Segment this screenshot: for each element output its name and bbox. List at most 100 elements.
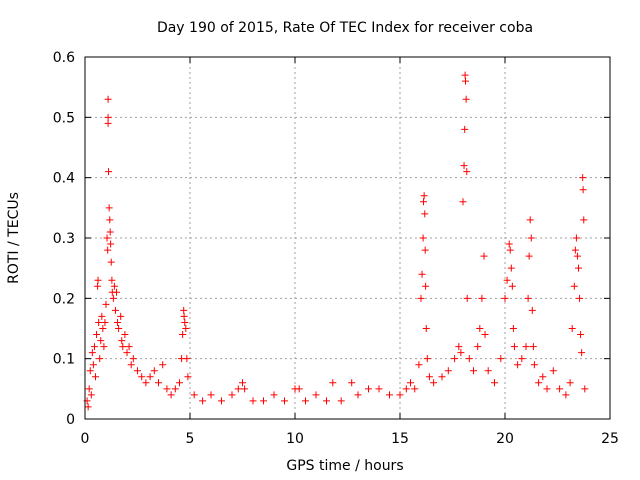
data-point (96, 355, 104, 363)
data-point (86, 367, 94, 375)
data-point (239, 379, 246, 387)
data-points (83, 71, 589, 411)
data-point (119, 343, 127, 351)
data-point (337, 397, 345, 405)
data-point (461, 125, 469, 133)
data-point (402, 385, 410, 393)
data-point (183, 355, 191, 363)
data-point (105, 168, 113, 176)
data-point (386, 391, 393, 399)
data-point (420, 198, 428, 206)
data-point (121, 331, 129, 339)
x-tick-label: 25 (601, 431, 619, 447)
data-point (302, 397, 309, 405)
data-point (125, 343, 133, 351)
data-point (93, 331, 101, 339)
data-point (104, 113, 112, 121)
x-tick-label: 15 (391, 431, 409, 447)
data-point (460, 162, 468, 170)
data-point (87, 391, 95, 399)
data-point (127, 361, 135, 369)
data-point (142, 379, 150, 387)
data-point (159, 361, 167, 369)
data-point (103, 234, 111, 242)
data-point (562, 391, 570, 399)
data-point (430, 379, 438, 387)
data-point (535, 379, 543, 387)
data-point (417, 294, 425, 302)
data-point (89, 361, 97, 369)
data-point (107, 240, 115, 248)
data-point (375, 385, 383, 393)
data-point (527, 234, 535, 242)
data-point (539, 373, 547, 381)
data-point (465, 355, 473, 363)
data-point (129, 355, 137, 363)
data-point (104, 246, 112, 254)
data-point (415, 361, 423, 369)
x-tick-label: 0 (81, 431, 90, 447)
data-point (549, 367, 557, 375)
data-point (568, 325, 576, 332)
data-point (556, 385, 564, 393)
data-point (98, 312, 106, 320)
data-point (474, 343, 482, 351)
data-point (421, 246, 429, 254)
data-point (581, 385, 589, 393)
data-point (123, 349, 131, 357)
data-point (418, 270, 426, 278)
data-point (579, 186, 587, 194)
data-point (422, 282, 430, 290)
data-point (573, 252, 581, 260)
data-point (95, 318, 103, 326)
data-point (270, 391, 278, 399)
data-point (396, 391, 404, 399)
data-point (570, 282, 578, 290)
data-point (530, 361, 538, 369)
data-point (478, 294, 486, 302)
data-point (484, 367, 492, 375)
data-point (113, 288, 120, 296)
data-point (228, 391, 236, 399)
data-point (506, 246, 514, 254)
data-point (107, 258, 115, 266)
data-point (365, 385, 372, 393)
data-point (182, 325, 190, 332)
y-tick-label: 0.3 (53, 231, 75, 247)
data-point (481, 331, 489, 339)
data-point (167, 391, 175, 399)
data-point (190, 391, 198, 399)
data-point (110, 282, 118, 290)
data-point (150, 367, 158, 375)
data-point (491, 379, 498, 387)
data-point (184, 373, 192, 381)
data-point (94, 276, 102, 284)
data-point (497, 355, 505, 363)
data-point (423, 355, 431, 363)
data-point (104, 119, 112, 127)
data-point (528, 306, 536, 314)
data-point (444, 367, 452, 375)
data-point (329, 379, 337, 387)
data-point (207, 391, 215, 399)
data-point (510, 343, 518, 351)
data-point (281, 397, 288, 405)
chart-title: Day 190 of 2015, Rate Of TEC Index for r… (157, 20, 533, 36)
data-point (90, 343, 98, 351)
data-point (354, 391, 362, 399)
data-point (88, 349, 96, 357)
data-point (234, 385, 242, 393)
data-point (92, 373, 99, 381)
data-point (97, 337, 105, 345)
data-point (525, 252, 533, 260)
data-point (105, 204, 113, 212)
data-point (572, 234, 580, 242)
data-point (176, 379, 183, 387)
data-point (463, 168, 471, 176)
data-point (411, 385, 419, 393)
data-point (163, 385, 171, 393)
data-point (171, 385, 179, 393)
data-point (461, 71, 469, 79)
data-point (179, 331, 187, 339)
